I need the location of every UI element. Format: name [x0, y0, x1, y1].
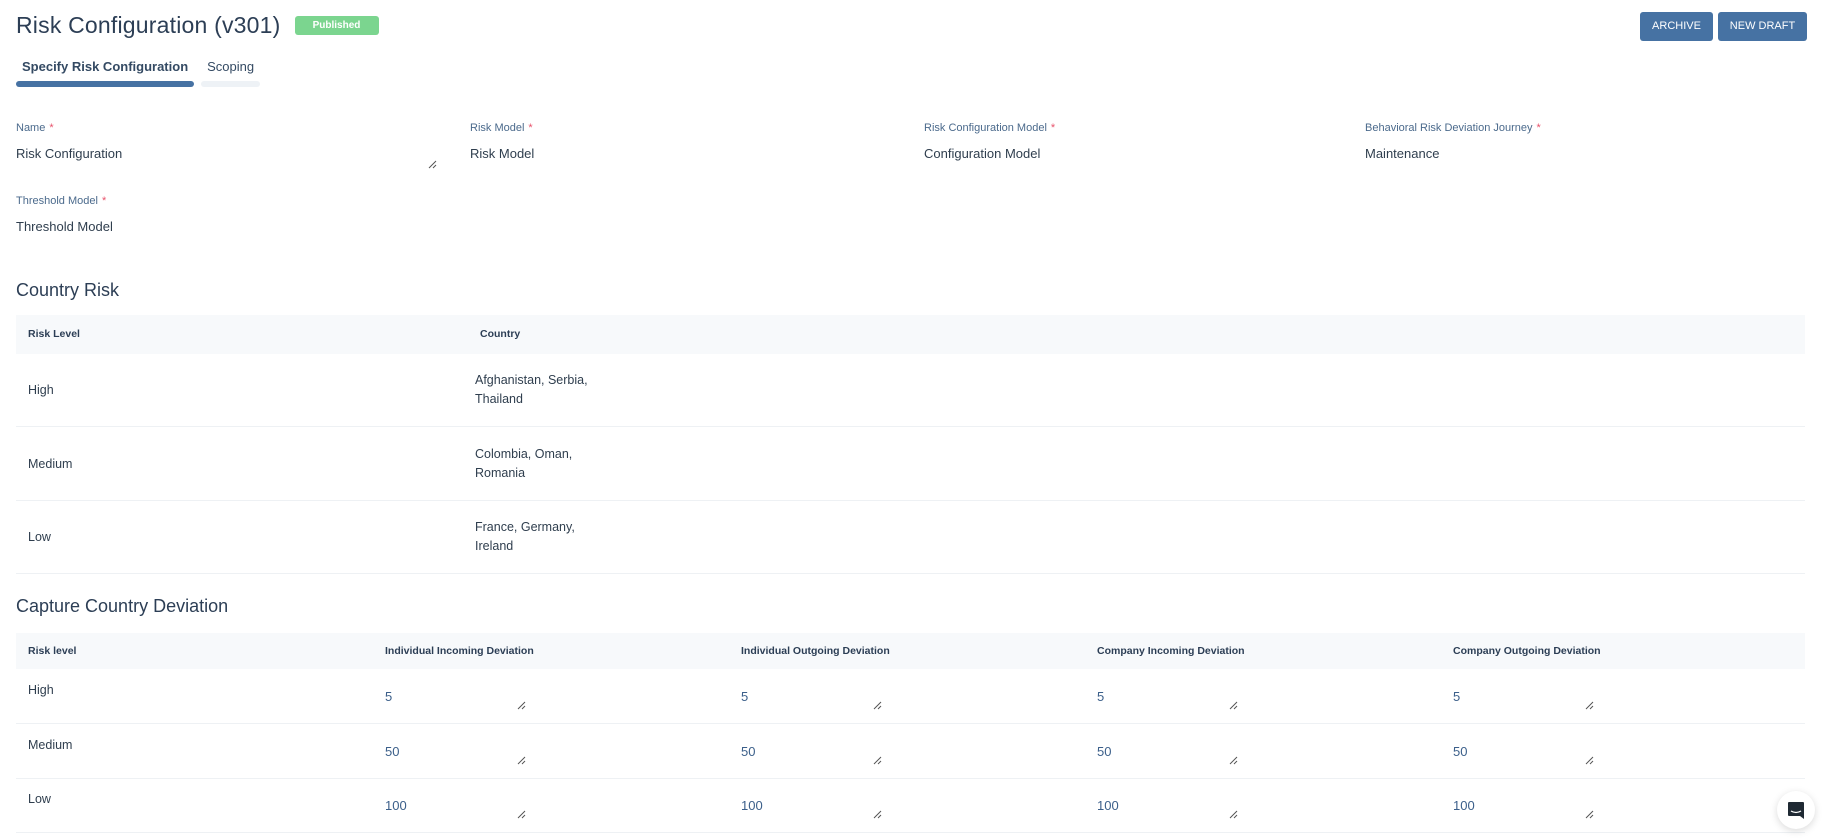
risk-level-cell: High — [28, 383, 54, 397]
table-row: Medium 50 50 50 50 — [16, 724, 1805, 779]
deviation-input[interactable]: 50 — [1097, 743, 1112, 759]
risk-level-cell: Low — [28, 792, 51, 807]
field-label-text: Risk Configuration Model — [924, 122, 1047, 134]
resize-handle-icon[interactable] — [873, 752, 882, 770]
page-header: Risk Configuration (v301) Published — [16, 12, 379, 39]
country-risk-heading: Country Risk — [16, 280, 120, 300]
country-line: Ireland — [475, 539, 514, 553]
archive-button[interactable]: ARCHIVE — [1640, 12, 1713, 41]
resize-handle-icon[interactable] — [1585, 697, 1594, 715]
resize-handle-icon[interactable] — [873, 697, 882, 715]
resize-handle-icon[interactable] — [1229, 697, 1238, 715]
field-value-input[interactable]: Maintenance — [1365, 146, 1440, 161]
deviation-input[interactable]: 50 — [741, 743, 756, 759]
field-label: Threshold Model * — [16, 195, 106, 207]
deviation-input[interactable]: 100 — [741, 798, 763, 814]
risk-level-cell: High — [28, 683, 54, 697]
field-label: Behavioral Risk Deviation Journey * — [1365, 122, 1541, 134]
chat-icon — [1788, 802, 1804, 819]
table-row: High 5 5 5 5 — [16, 669, 1805, 724]
deviation-input[interactable]: 5 — [1097, 689, 1105, 704]
deviation-input[interactable]: 5 — [1453, 689, 1461, 704]
deviation-input[interactable]: 100 — [385, 798, 407, 814]
field-label: Name * — [16, 122, 54, 134]
field-label: Risk Model * — [470, 122, 533, 134]
resize-handle-icon[interactable] — [1229, 752, 1238, 770]
page-title: Risk Configuration (v301) — [16, 12, 281, 38]
column-header: Risk level — [28, 645, 77, 657]
field-label-text: Threshold Model — [16, 195, 98, 207]
field-label-text: Risk Model — [470, 122, 525, 134]
table-row: Low France, Germany, Ireland — [16, 501, 1805, 574]
risk-level-cell: Medium — [28, 737, 73, 752]
field-label-text: Name — [16, 122, 46, 134]
column-header: Company Outgoing Deviation — [1453, 645, 1601, 657]
field-value-input[interactable]: Threshold Model — [16, 219, 113, 234]
required-asterisk: * — [49, 122, 54, 134]
country-cell: France, Germany, Ireland — [475, 518, 575, 556]
deviation-input[interactable]: 50 — [1453, 743, 1468, 759]
required-asterisk: * — [528, 122, 533, 134]
column-header: Country — [480, 328, 521, 340]
country-line: Thailand — [475, 392, 523, 406]
country-line: Romania — [475, 465, 526, 480]
deviation-input[interactable]: 5 — [385, 689, 393, 704]
column-header: Risk Level — [28, 328, 80, 340]
required-asterisk: * — [1050, 122, 1056, 134]
resize-handle-icon[interactable] — [517, 697, 526, 715]
status-badge: Published — [294, 16, 379, 35]
resize-handle-icon[interactable] — [517, 752, 526, 770]
country-cell: Afghanistan, Serbia, Thailand — [475, 371, 588, 409]
tab-indicator — [201, 81, 261, 87]
required-asterisk: * — [1536, 122, 1541, 134]
chat-button[interactable] — [1777, 791, 1815, 829]
resize-handle-icon[interactable] — [1585, 806, 1594, 824]
deviation-input[interactable]: 5 — [741, 689, 749, 704]
country-line: Afghanistan, Serbia, — [475, 373, 588, 387]
resize-handle-icon[interactable] — [873, 806, 882, 824]
field-value-input[interactable]: Configuration Model — [924, 146, 1041, 161]
risk-level-cell: Low — [28, 530, 51, 544]
deviation-table-header: Risk level Individual Incoming Deviation I… — [16, 633, 1805, 669]
table-row: Low 100 100 100 100 — [16, 778, 1805, 834]
field-value-input[interactable]: Risk Configuration — [16, 146, 123, 161]
country-line: France, Germany, — [475, 520, 575, 534]
deviation-input[interactable]: 100 — [1453, 798, 1475, 814]
resize-handle-icon[interactable] — [428, 156, 437, 174]
country-cell: Colombia, Oman, Romania — [475, 445, 572, 483]
table-row: Medium Colombia, Oman, Romania — [16, 428, 1805, 501]
resize-handle-icon[interactable] — [517, 806, 526, 824]
column-header: Individual Incoming Deviation — [385, 645, 534, 657]
tab-label[interactable]: Specify Risk Configuration — [22, 59, 189, 74]
capture-country-deviation-heading: Capture Country Deviation — [16, 596, 229, 616]
country-risk-table-header: Risk Level Country — [16, 315, 1805, 354]
tab-specify-risk-configuration[interactable]: Specify Risk Configuration — [16, 59, 195, 87]
field-value-input[interactable]: Risk Model — [470, 146, 535, 161]
column-header: Company Incoming Deviation — [1097, 645, 1245, 657]
deviation-input[interactable]: 50 — [385, 743, 400, 759]
tab-bar: Specify Risk Configuration Scoping — [16, 59, 261, 87]
tab-scoping[interactable]: Scoping — [201, 59, 261, 87]
resize-handle-icon[interactable] — [1229, 806, 1238, 824]
required-asterisk: * — [101, 195, 107, 207]
table-row: High Afghanistan, Serbia, Thailand — [16, 354, 1805, 427]
deviation-input[interactable]: 100 — [1097, 798, 1119, 814]
risk-level-cell: Medium — [28, 456, 73, 471]
field-label: Risk Configuration Model * — [924, 122, 1055, 134]
new-draft-button[interactable]: NEW DRAFT — [1718, 12, 1807, 41]
tab-label[interactable]: Scoping — [207, 59, 255, 74]
resize-handle-icon[interactable] — [1585, 752, 1594, 770]
field-label-text: Behavioral Risk Deviation Journey — [1365, 122, 1533, 134]
country-line: Colombia, Oman, — [475, 446, 573, 461]
column-header: Individual Outgoing Deviation — [741, 645, 890, 657]
tab-indicator-active — [16, 81, 195, 87]
